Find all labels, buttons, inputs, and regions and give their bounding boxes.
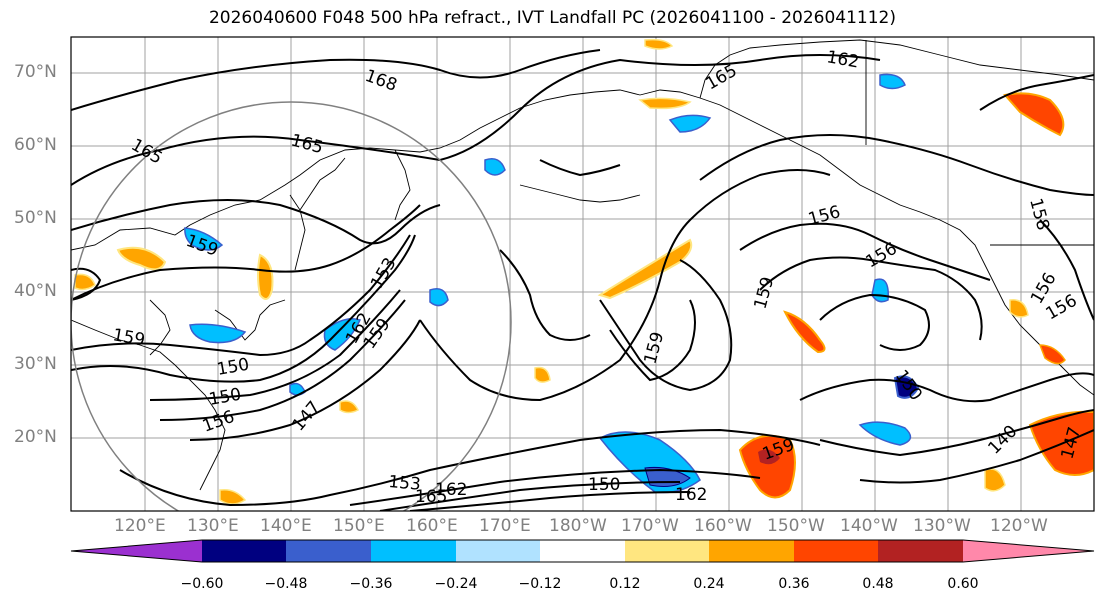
- colorbar-segment: [625, 540, 709, 562]
- colorbar-tick-label: −0.36: [349, 576, 393, 592]
- colorbar-segment: [371, 540, 456, 562]
- lon-label: 170°W: [621, 516, 679, 536]
- lat-label: 70°N: [14, 62, 57, 82]
- colorbar-segment: [202, 540, 286, 562]
- lat-label: 50°N: [14, 208, 57, 228]
- coastlines: [71, 39, 1094, 491]
- colorbar-segment: [540, 540, 625, 562]
- contour-label: 153: [388, 472, 422, 495]
- colorbar-tick-label: 0.48: [862, 576, 894, 592]
- colorbar-tick-label: 0.12: [609, 576, 641, 592]
- lat-label: 20°N: [14, 427, 57, 447]
- lon-label: 150°W: [767, 516, 825, 536]
- colorbar-segment: [709, 540, 794, 562]
- colorbar-segment: [878, 540, 963, 562]
- contour-label: 162: [435, 480, 467, 500]
- ivt-anomaly-fills: [74, 38, 1094, 505]
- lon-label: 130°E: [187, 516, 239, 536]
- lon-label: 140°W: [840, 516, 898, 536]
- colorbar-extend-low: [71, 540, 202, 562]
- colorbar-extend-high: [963, 540, 1094, 562]
- lon-label: 180°W: [549, 516, 607, 536]
- lon-label: 170°E: [479, 516, 531, 536]
- lat-label: 60°N: [14, 135, 57, 155]
- colorbar-tick-label: 0.24: [693, 576, 725, 592]
- colorbar-tick-label: −0.24: [434, 576, 478, 592]
- colorbar-segment: [794, 540, 878, 562]
- colorbar: [70, 539, 1095, 563]
- lon-label: 160°E: [406, 516, 458, 536]
- lat-label: 30°N: [14, 354, 57, 374]
- contour-label: 165: [415, 487, 447, 507]
- lon-label: 120°E: [114, 516, 166, 536]
- lon-label: 160°W: [694, 516, 752, 536]
- lon-label: 120°W: [990, 516, 1048, 536]
- colorbar-tick-label: −0.48: [264, 576, 308, 592]
- contour-label: 162: [675, 485, 707, 505]
- colorbar-tick-label: 0.36: [778, 576, 810, 592]
- colorbar-segment: [286, 540, 371, 562]
- refractivity-contours: [71, 49, 1094, 511]
- colorbar-tick-label: −0.60: [180, 576, 224, 592]
- landfall-radius-circle: [71, 101, 512, 511]
- lon-label: 150°E: [333, 516, 385, 536]
- lon-label: 130°W: [913, 516, 971, 536]
- contour-label: 150: [588, 475, 620, 495]
- lon-label: 140°E: [260, 516, 312, 536]
- map-frame: [70, 36, 1095, 512]
- colorbar-segment: [456, 540, 540, 562]
- colorbar-tick-label: 0.60: [947, 576, 979, 592]
- lat-label: 40°N: [14, 281, 57, 301]
- colorbar-tick-label: −0.12: [518, 576, 562, 592]
- map-title: 2026040600 F048 500 hPa refract., IVT La…: [208, 8, 896, 28]
